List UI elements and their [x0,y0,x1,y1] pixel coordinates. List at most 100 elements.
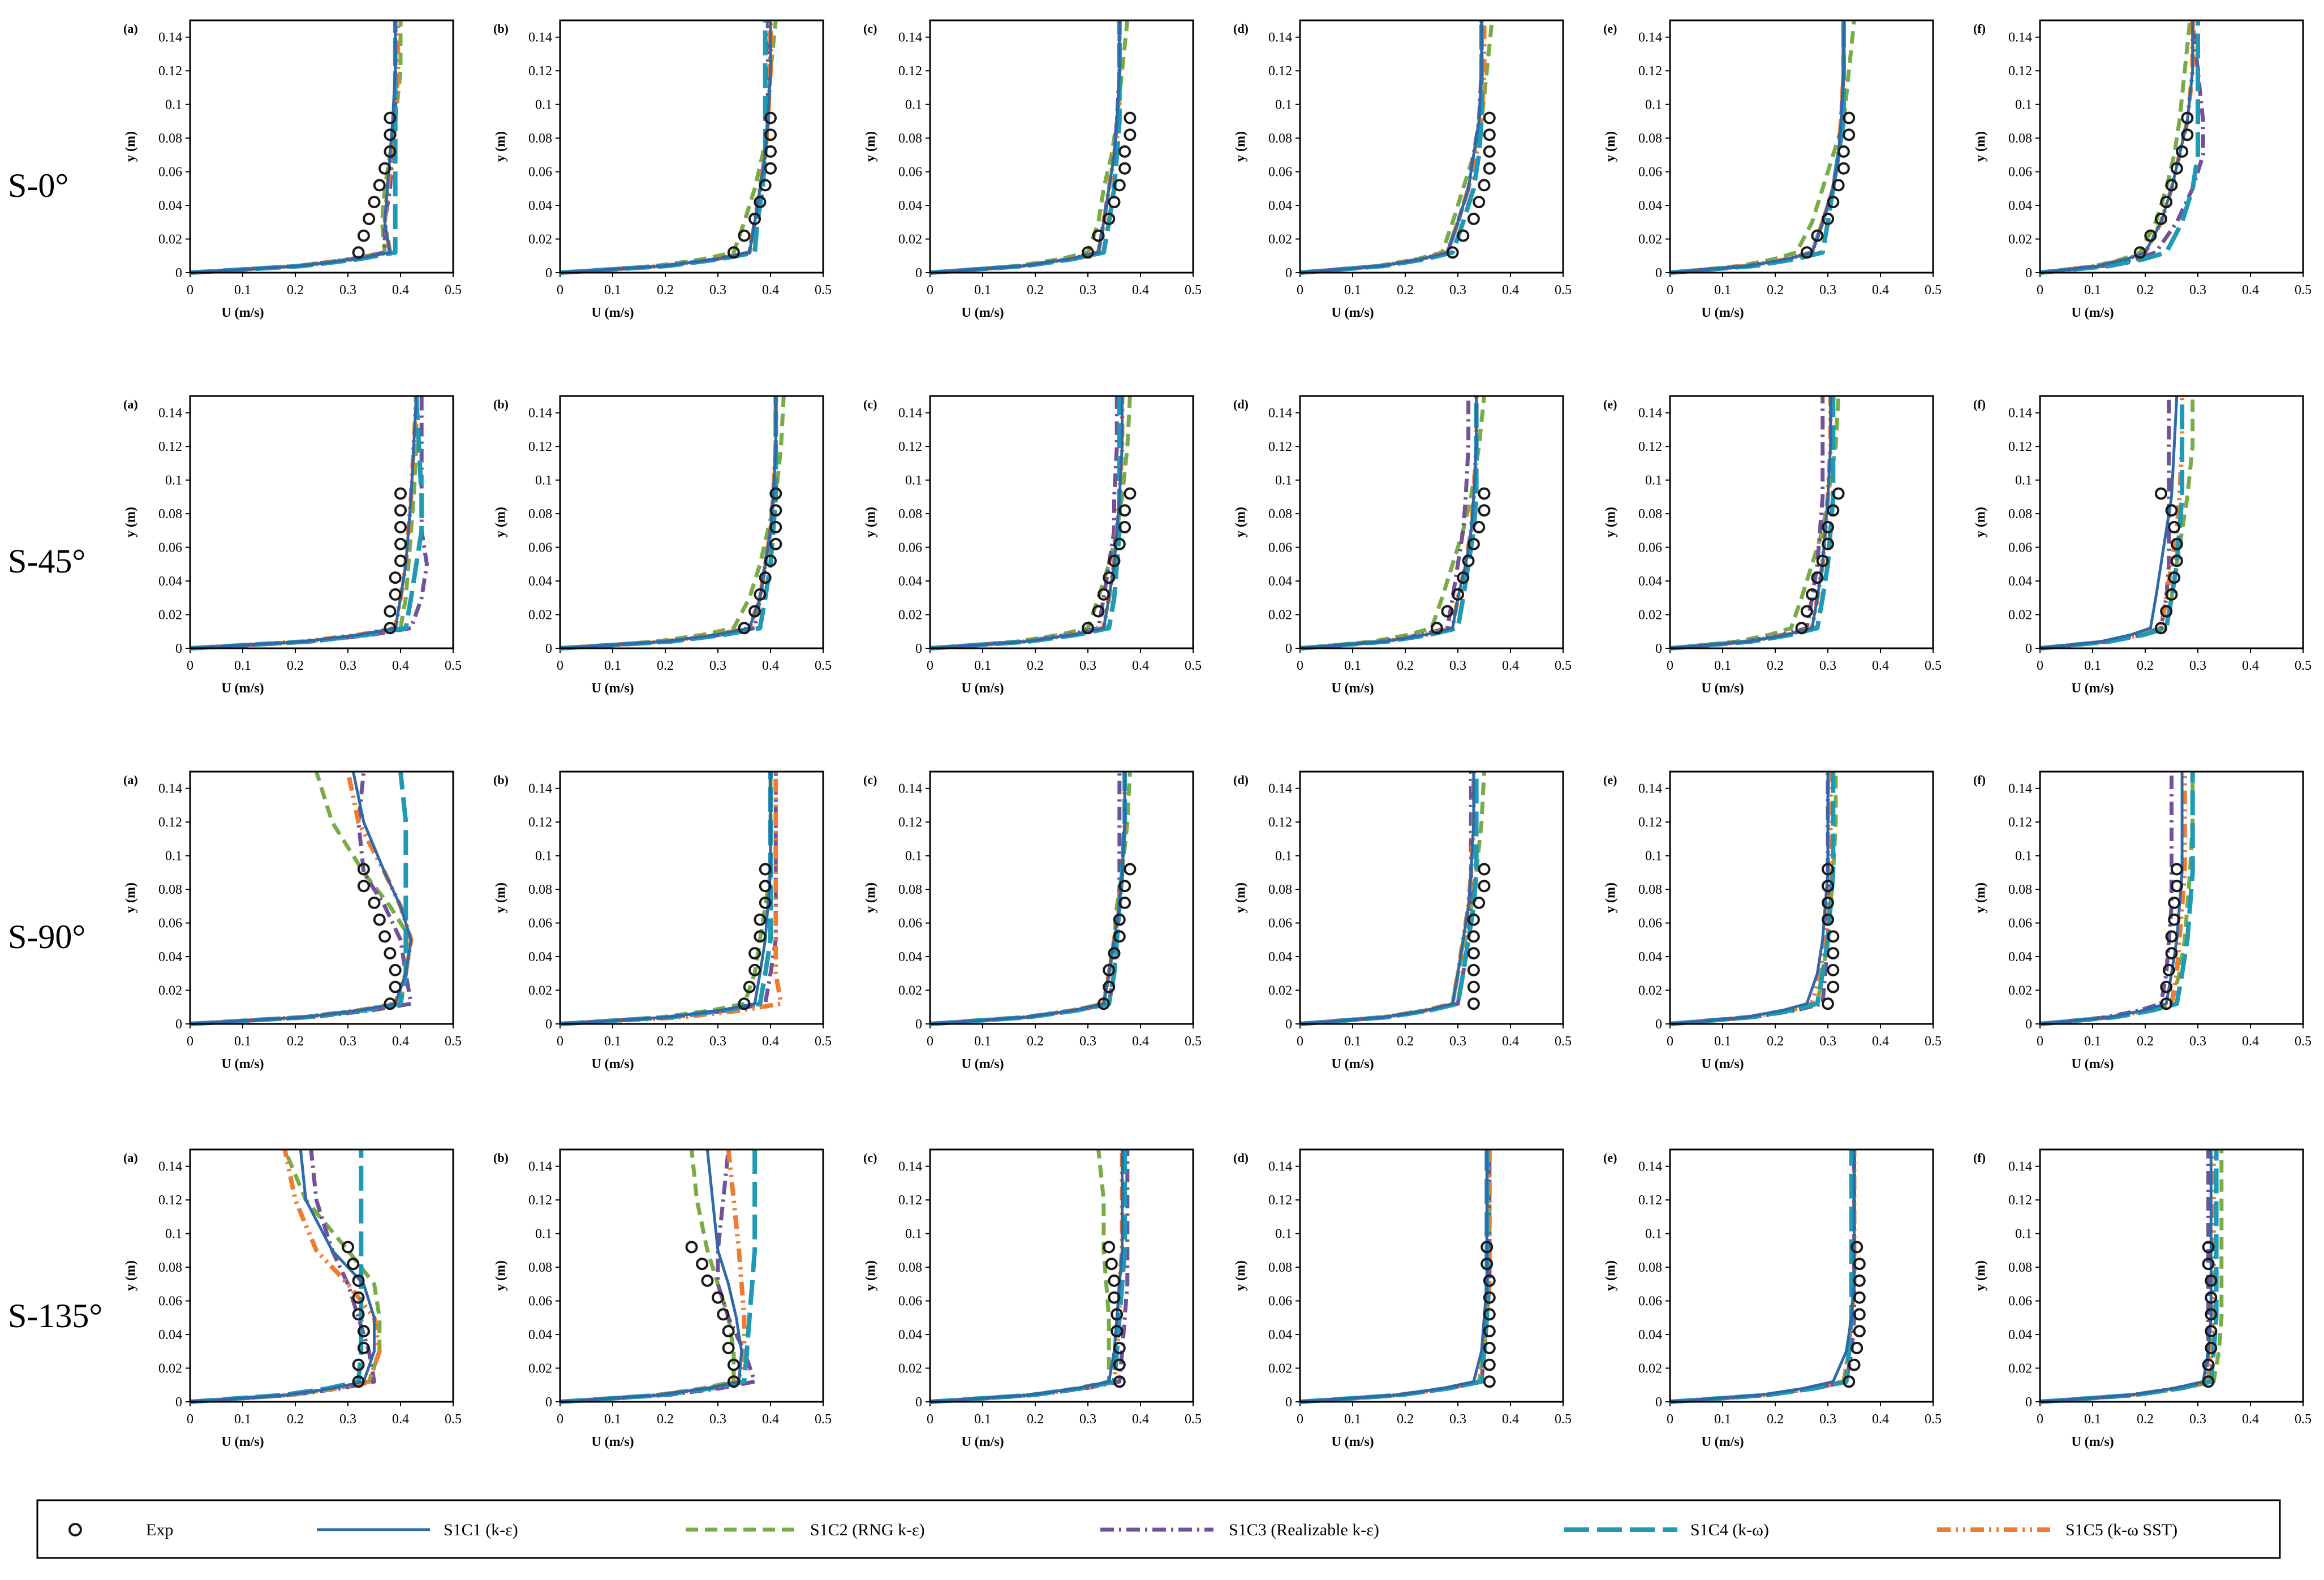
series-line-s1c5 [190,395,419,651]
panel-letter: (a) [123,397,138,411]
exp-point [1853,1274,1866,1287]
x-tick-label: 0.5 [445,1412,462,1427]
exp-point [769,504,782,517]
x-tick-label: 0.4 [1872,1034,1889,1049]
y-tick-label: 0.02 [528,984,552,998]
series-line-s1c2 [190,770,414,1026]
exp-point [738,229,751,242]
series-line-s1c2 [2039,1150,2224,1404]
y-tick-label: 0.14 [1638,31,1662,45]
exp-point [352,1375,365,1388]
x-tick-label: 0.1 [2084,658,2101,673]
plot-frame [189,19,454,274]
exp-point [748,212,761,225]
x-tick-label: 0.1 [974,283,991,298]
exp-point [1483,1291,1496,1304]
exp-point [727,1358,740,1371]
x-tick-label: 0.4 [1872,658,1889,673]
exp-point [1113,913,1126,926]
exp-point [1827,504,1840,517]
exp-point [1082,246,1094,259]
x-tick-label: 0.5 [1185,1034,1202,1049]
y-tick-label: 0.1 [1275,849,1292,864]
chart-panel: 0 0.02 0.04 0.06 0.08 0.1 0.12 0.14 0 0.1 0.2 0.3 0.… [1603,1148,1942,1449]
series-line-s1c3 [2039,1150,2211,1404]
x-tick-label: 0.5 [1925,283,1942,298]
y-tick-label: 0.06 [528,916,552,931]
exp-point [352,246,365,259]
exp-point [347,1258,360,1271]
y-tick-label: 0.08 [2008,507,2032,522]
x-tick-label: 0.3 [1819,1034,1836,1049]
y-tick-label: 0.06 [2008,1294,2032,1309]
y-tick-label: 0 [2025,1395,2032,1410]
exp-point [764,554,777,567]
y-tick-label: 0.04 [1268,1328,1292,1342]
exp-point [2160,997,2173,1010]
y-tick-label: 0.02 [1638,608,1662,623]
x-tick-label: 0.3 [1079,283,1096,298]
plot-frame [1669,395,1934,649]
plot-frame [1299,1148,1564,1403]
exp-point [1832,487,1845,500]
y-axis-label: y (m) [1603,1260,1618,1291]
x-tick-label: 0 [927,1412,933,1427]
plot-frame [559,1148,824,1403]
series-line-s1c4 [2039,20,2200,275]
exp-point [1113,1341,1126,1354]
panel-letter: (d) [1233,21,1249,36]
exp-point [764,162,777,175]
x-tick-label: 0.2 [287,658,304,673]
exp-point [1467,537,1480,550]
exp-point [1473,196,1486,209]
y-tick-label: 0.06 [528,541,552,556]
series-line-s1c3 [2039,396,2171,651]
exp-point [1483,1341,1496,1354]
plot-frame [559,19,824,274]
y-tick-label: 0.06 [1268,916,1292,931]
exp-point [1483,128,1496,141]
x-tick-label: 0.1 [2084,283,2101,298]
y-tick-label: 0.14 [1268,782,1292,797]
y-tick-label: 0.08 [898,1260,922,1275]
x-tick-label: 0.4 [1872,283,1889,298]
series-line-s1c4 [2039,1150,2219,1404]
y-tick-label: 0.02 [1638,233,1662,247]
exp-point [1467,930,1480,943]
y-tick-label: 0 [1655,266,1662,281]
y-tick-label: 0.04 [898,1328,922,1342]
x-tick-label: 0.3 [1079,658,1096,673]
y-tick-label: 0.12 [528,64,552,79]
chart-panel: 0 0.02 0.04 0.06 0.08 0.1 0.12 0.14 0 0.1 0.2 0.3 0.… [863,395,1202,696]
series-line-s1c4 [929,1150,1127,1404]
exp-point [1118,504,1131,517]
chart-panel: 0 0.02 0.04 0.06 0.08 0.1 0.12 0.14 0 0.1 0.2 0.3 0.… [1233,1148,1572,1449]
series-line-s1c5 [1299,772,1476,1026]
x-tick-label: 0.4 [392,658,409,673]
exp-point [1853,1291,1866,1304]
series-line-s1c2 [1669,1150,1856,1404]
exp-point [1481,1258,1494,1271]
y-tick-label: 0.14 [528,782,552,797]
plot-frame [1299,395,1564,649]
y-tick-label: 0.02 [2008,233,2032,247]
exp-point [2170,863,2183,876]
x-tick-label: 0.3 [709,658,726,673]
exp-point [2205,1274,2218,1287]
exp-point [342,1241,354,1254]
exp-point [1108,1291,1121,1304]
plot-frame [1669,770,1934,1025]
y-axis-label: y (m) [1973,131,1988,162]
series-line-s1c5 [190,771,414,1026]
exp-point [1483,1308,1496,1321]
x-tick-label: 0 [1667,1034,1673,1049]
y-tick-label: 0.04 [528,950,552,965]
y-tick-label: 0.14 [528,406,552,421]
x-tick-label: 0.1 [1344,658,1361,673]
legend-label: S1C1 (k-ε) [444,1521,518,1539]
y-tick-label: 0.14 [1638,1160,1662,1174]
exp-point [2202,1375,2215,1388]
x-tick-label: 0.2 [1767,658,1784,673]
y-tick-label: 0.08 [2008,131,2032,146]
series-line-s1c2 [929,20,1130,275]
